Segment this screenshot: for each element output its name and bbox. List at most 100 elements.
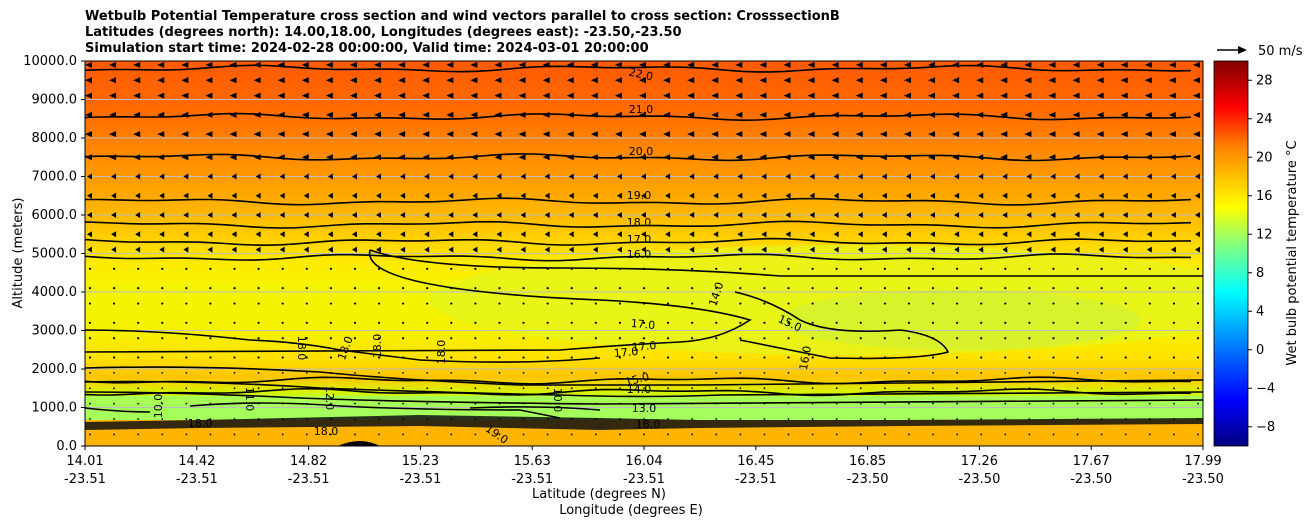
x-tick-label-lat: 14.82 — [290, 454, 327, 469]
wind-vector-arrow-icon — [498, 371, 501, 374]
wind-vector-arrow-icon — [1148, 267, 1151, 270]
wind-vector-arrow-icon — [496, 231, 502, 238]
wind-vector-arrow-icon — [446, 131, 454, 138]
wind-vector-arrow-icon — [687, 154, 695, 161]
wind-vector-arrow-icon — [1072, 131, 1080, 138]
wind-vector-arrow-icon — [329, 337, 332, 340]
wind-vector-arrow-icon — [522, 387, 525, 390]
wind-vector-arrow-icon — [641, 173, 646, 180]
wind-vector-arrow-icon — [667, 371, 669, 374]
wind-vector-arrow-icon — [643, 418, 645, 420]
wind-vector-arrow-icon — [470, 92, 478, 99]
wind-vector-arrow-icon — [761, 212, 767, 218]
wind-vector-arrow-icon — [807, 111, 815, 118]
wind-vector-arrow-icon — [616, 192, 622, 199]
wind-vector-arrow-icon — [903, 154, 911, 161]
y-tick-label: 4000.0 — [32, 285, 78, 300]
wind-vector-arrow-icon — [111, 231, 117, 238]
wind-vector-arrow-icon — [568, 173, 574, 180]
contour-label: 13.0 — [632, 402, 657, 415]
wind-vector-arrow-icon — [161, 302, 164, 305]
wind-vector-arrow-icon — [209, 287, 212, 290]
wind-vector-arrow-icon — [954, 231, 960, 238]
wind-vector-arrow-icon — [305, 433, 308, 436]
wind-vector-arrow-icon — [739, 418, 742, 420]
wind-vector-arrow-icon — [1028, 371, 1031, 374]
wind-vector-arrow-icon — [1074, 192, 1080, 199]
wind-vector-arrow-icon — [715, 302, 718, 305]
wind-vector-arrow-icon — [1124, 302, 1127, 305]
wind-vector-arrow-icon — [402, 402, 405, 405]
wind-vector-arrow-icon — [1076, 371, 1079, 374]
wind-vector-arrow-icon — [255, 246, 261, 253]
wind-vector-arrow-icon — [1120, 111, 1128, 118]
wind-vector-arrow-icon — [1100, 356, 1103, 359]
wind-vector-arrow-icon — [879, 111, 887, 118]
wind-vector-arrow-icon — [542, 92, 550, 99]
wind-vector-arrow-icon — [663, 131, 671, 138]
wind-vector-arrow-icon — [181, 61, 189, 68]
wind-vector-arrow-icon — [883, 321, 886, 324]
wind-vector-arrow-icon — [400, 173, 406, 180]
wind-vector-arrow-icon — [1028, 337, 1031, 340]
wind-vector-arrow-icon — [351, 231, 357, 238]
wind-vector-arrow-icon — [498, 402, 501, 405]
wind-vector-arrow-icon — [1052, 302, 1055, 305]
wind-vector-arrow-icon — [301, 77, 309, 84]
y-tick-label: 2000.0 — [32, 362, 78, 377]
wind-vector-arrow-icon — [956, 287, 959, 290]
wind-vector-arrow-icon — [85, 154, 92, 161]
wind-vector-arrow-icon — [883, 418, 886, 420]
wind-vector-arrow-icon — [1146, 192, 1152, 199]
wind-vector-arrow-icon — [1098, 212, 1104, 218]
wind-vector-arrow-icon — [1170, 192, 1176, 199]
wind-vector-arrow-icon — [689, 231, 695, 238]
wind-vector-arrow-icon — [761, 231, 767, 238]
wind-vector-arrow-icon — [448, 231, 454, 238]
wind-vector-arrow-icon — [835, 371, 838, 374]
x-axis-title-lat: Latitude (degrees N) — [532, 487, 666, 502]
wind-vector-arrow-icon — [325, 61, 333, 68]
wind-vector-arrow-icon — [1024, 131, 1032, 138]
wind-vector-arrow-icon — [257, 418, 260, 420]
wind-vector-arrow-icon — [544, 173, 550, 180]
wind-vector-arrow-icon — [907, 302, 911, 305]
wind-vector-arrow-icon — [470, 154, 478, 161]
contour-line-14.0 — [85, 387, 1192, 397]
wind-vector-arrow-icon — [956, 302, 959, 305]
wind-vector-arrow-icon — [185, 267, 188, 270]
wind-vector-arrow-icon — [159, 212, 165, 218]
wind-vector-arrow-icon — [907, 356, 911, 359]
wind-vector-arrow-icon — [207, 246, 213, 253]
wind-vector-arrow-icon — [980, 356, 983, 359]
wind-vector-arrow-icon — [520, 173, 526, 180]
wind-vector-arrow-icon — [353, 356, 357, 359]
title-line-1: Wetbulb Potential Temperature cross sect… — [85, 9, 840, 24]
wind-vector-arrow-icon — [1000, 131, 1008, 138]
wind-vector-arrow-icon — [109, 111, 117, 118]
wind-vector-arrow-icon — [663, 61, 671, 68]
wind-vector-arrow-icon — [737, 173, 743, 180]
wind-vector-arrow-icon — [424, 231, 430, 238]
wind-vector-arrow-icon — [956, 387, 959, 390]
wind-vector-arrow-icon — [376, 246, 382, 253]
wind-vector-arrow-icon — [594, 267, 597, 270]
wind-vector-arrow-icon — [1004, 402, 1007, 405]
contour-label: 18.0 — [371, 334, 384, 359]
wind-vector-arrow-icon — [398, 92, 406, 99]
wind-vector-arrow-icon — [956, 433, 959, 436]
wind-vector-arrow-icon — [1028, 356, 1031, 359]
wind-vector-arrow-icon — [809, 173, 815, 180]
wind-vector-arrow-icon — [932, 418, 934, 420]
wind-vector-arrow-icon — [908, 371, 910, 374]
contour-line-detail — [369, 249, 1203, 277]
wind-vector-arrow-icon — [783, 154, 791, 161]
wind-vector-arrow-icon — [1148, 402, 1151, 405]
wind-vector-arrow-icon — [908, 387, 910, 390]
wind-vector-arrow-icon — [253, 131, 261, 138]
wind-vector-arrow-icon — [542, 131, 550, 138]
wind-vector-arrow-icon — [739, 321, 742, 324]
wind-vector-arrow-icon — [763, 356, 766, 359]
wind-vector-arrow-icon — [1024, 77, 1032, 84]
wind-vector-arrow-icon — [931, 302, 935, 305]
